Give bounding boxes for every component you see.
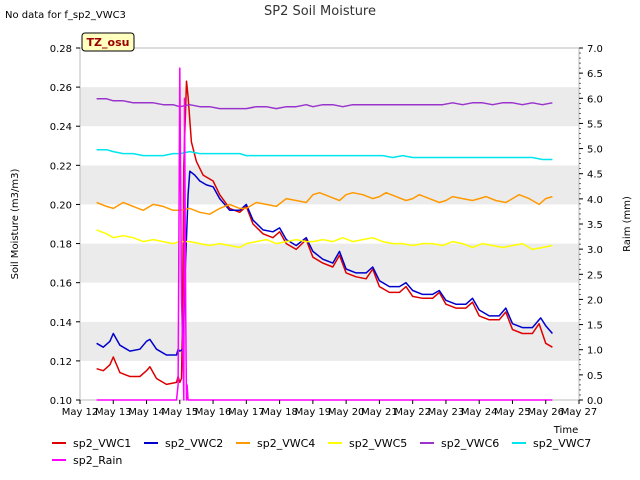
- series-line-sp2_VWC4: [96, 191, 553, 215]
- x-tick-label: May 18: [261, 407, 298, 418]
- grid-band: [80, 87, 579, 127]
- series-line-sp2_VWC1: [96, 80, 553, 386]
- plot-bands: [80, 48, 579, 400]
- y2-tick-label: 2.0: [587, 295, 603, 306]
- y2-tick-label: 0.5: [587, 371, 603, 382]
- y2-tick-label: 5.0: [587, 145, 603, 156]
- y-axis-ticks: 0.10 0.12 0.14 0.16 0.18 0.20 0.22 0.24 0.26 0.28: [50, 44, 80, 407]
- grid-band: [80, 165, 579, 205]
- grid-band: [80, 243, 579, 283]
- x-tick-label: May 19: [295, 407, 332, 418]
- x-tick-label: May 14: [128, 407, 165, 418]
- y2-tick-label: 7.0: [587, 44, 603, 55]
- y2-tick-label: 1.0: [587, 346, 603, 357]
- x-tick-label: May 25: [494, 407, 531, 418]
- y2-tick-label: 0.0: [587, 396, 603, 407]
- legend-label: sp2_VWC4: [257, 437, 315, 450]
- y2-tick-label: 2.5: [587, 270, 603, 281]
- x-tick-label: May 26: [527, 407, 564, 418]
- grid-band: [80, 282, 579, 322]
- legend-label: sp2_VWC5: [349, 437, 407, 450]
- grid-band: [80, 360, 579, 400]
- x-tick-label: May 12: [62, 407, 99, 418]
- x-tick-label: May 16: [195, 407, 232, 418]
- x-tick-label: May 23: [428, 407, 465, 418]
- grid-band: [80, 126, 579, 166]
- y2-tick-label: 6.0: [587, 94, 603, 105]
- y2-tick-label: 5.5: [587, 119, 603, 130]
- grid-band: [80, 204, 579, 244]
- y-axis-label: Soil Moisture (m3/m3): [10, 169, 21, 280]
- series-layer: [96, 67, 553, 401]
- series-line-sp2_VWC5: [96, 229, 553, 251]
- grid-band: [80, 321, 579, 361]
- series-line-sp2_VWC2: [96, 170, 553, 356]
- y-tick-label: 0.28: [50, 44, 72, 55]
- chart-title: SP2 Soil Moisture: [264, 4, 376, 19]
- y2-tick-label: 3.0: [587, 245, 603, 256]
- x-tick-label: May 24: [461, 407, 498, 418]
- y-tick-label: 0.12: [50, 357, 72, 368]
- x-tick-label: May 17: [228, 407, 265, 418]
- series-line-sp2_Rain: [96, 67, 553, 401]
- y-tick-label: 0.10: [50, 396, 72, 407]
- y-tick-label: 0.24: [50, 122, 72, 133]
- y2-axis-ticks: 0.0 0.5 1.0 1.5 2.0 2.5 3.0 3.5 4.0 4.5 5.0 5.5 6.0 6…: [579, 44, 603, 407]
- series-line-sp2_VWC7: [96, 148, 553, 161]
- x-axis-label: Time: [553, 425, 578, 436]
- legend-label: sp2_VWC7: [533, 437, 591, 450]
- y2-tick-label: 6.5: [587, 69, 603, 80]
- y2-axis-label: Raim (mm): [622, 196, 633, 252]
- y-tick-label: 0.18: [50, 240, 72, 251]
- x-tick-label: May 13: [95, 407, 132, 418]
- site-badge: TZ_osu: [81, 32, 135, 52]
- x-tick-label: May 20: [328, 407, 365, 418]
- legend-label: sp2_Rain: [73, 454, 122, 467]
- y-tick-label: 0.26: [50, 83, 72, 94]
- y-tick-label: 0.20: [50, 200, 72, 211]
- legend-label: sp2_VWC1: [73, 437, 131, 450]
- y-tick-label: 0.16: [50, 279, 72, 290]
- y2-tick-label: 4.0: [587, 195, 603, 206]
- legend-label: sp2_VWC6: [441, 437, 499, 450]
- legend: sp2_VWC1 sp2_VWC2 sp2_VWC4 sp2_VWC5 sp2_VWC6…: [52, 437, 591, 467]
- x-tick-label: May 15: [162, 407, 199, 418]
- y-tick-label: 0.14: [50, 318, 72, 329]
- site-badge-box: [81, 32, 135, 52]
- x-tick-label: May 27: [561, 407, 598, 418]
- y2-tick-label: 1.5: [587, 321, 603, 332]
- y2-tick-label: 3.5: [587, 220, 603, 231]
- x-tick-label: May 22: [394, 407, 431, 418]
- no-data-note: No data for f_sp2_VWC3: [5, 10, 126, 21]
- y2-tick-label: 4.5: [587, 170, 603, 181]
- series-line-sp2_VWC6: [96, 98, 553, 110]
- y-tick-label: 0.22: [50, 161, 72, 172]
- legend-label: sp2_VWC2: [165, 437, 223, 450]
- grid-band: [80, 48, 579, 88]
- x-tick-label: May 21: [361, 407, 398, 418]
- site-badge-text: TZ_osu: [87, 36, 130, 49]
